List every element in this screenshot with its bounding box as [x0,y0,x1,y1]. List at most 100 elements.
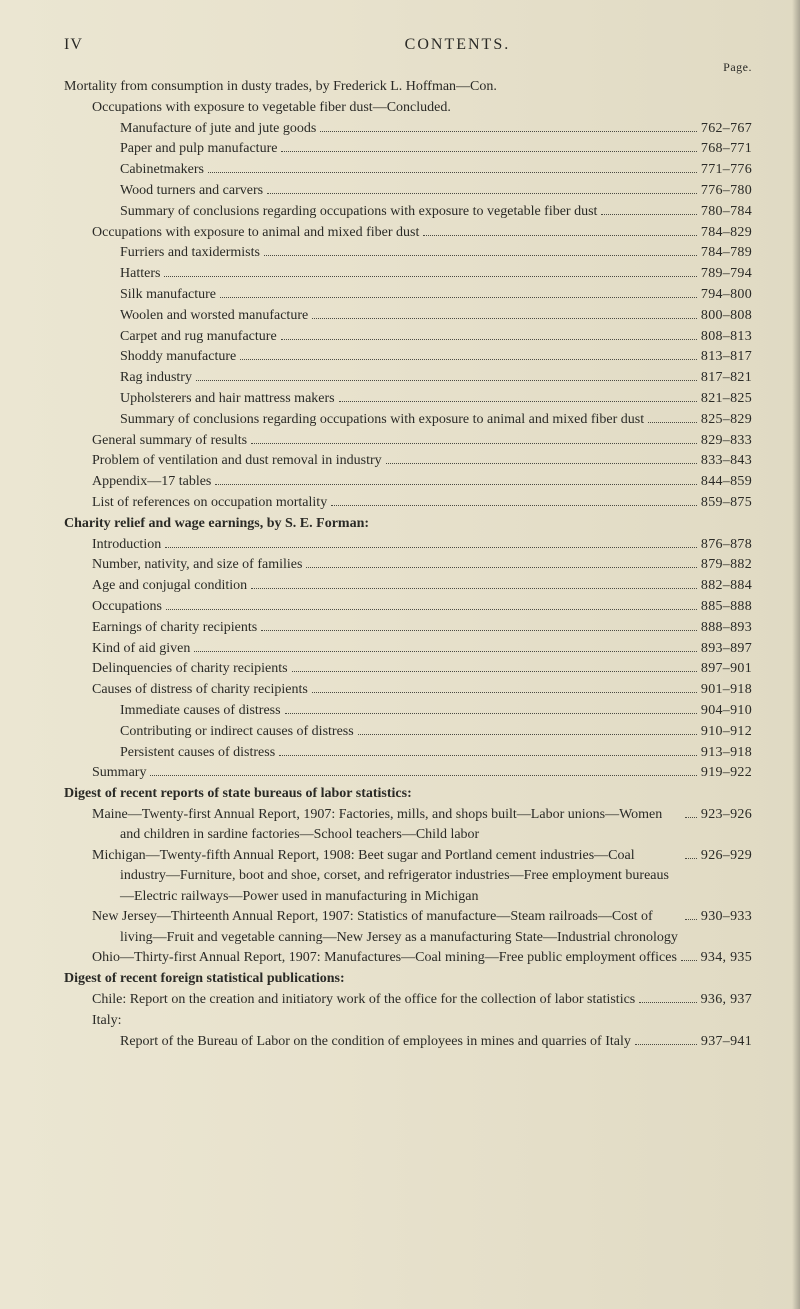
leader-dots [423,226,697,235]
toc-entry-label: Contributing or indirect causes of distr… [120,722,354,742]
toc-entry-label: Report of the Bureau of Labor on the con… [120,1032,631,1052]
toc-entry-pages: 893–897 [701,639,752,659]
toc-entry-pages: 930–933 [701,907,752,927]
toc-entry-label: Summary of conclusions regarding occupat… [120,410,644,430]
toc-entry: Earnings of charity recipients 888–893 [64,618,752,638]
toc-entry-label: Summary of conclusions regarding occupat… [120,202,597,222]
leader-dots [240,351,697,360]
toc-entry-label: Paper and pulp manufacture [120,139,277,159]
leader-dots [685,809,697,818]
toc-entry: Mortality from consumption in dusty trad… [64,77,752,97]
leader-dots [220,289,697,298]
toc-entry-label: Silk manufacture [120,285,216,305]
toc-entry-pages: 901–918 [701,680,752,700]
toc-entry-label: Mortality from consumption in dusty trad… [64,77,497,97]
toc-entry-pages: 771–776 [701,160,752,180]
leader-dots [331,497,697,506]
toc-entry-pages: 910–912 [701,722,752,742]
toc-entry: Furriers and taxidermists784–789 [64,243,752,263]
toc-entry: Occupations with exposure to animal and … [64,223,752,243]
leader-dots [215,476,697,485]
toc-entry: Causes of distress of charity recipients… [64,680,752,700]
toc-entry-label: Italy: [92,1011,122,1031]
toc-entry: Digest of recent reports of state bureau… [64,784,752,804]
toc-entry-pages: 885–888 [701,597,752,617]
leader-dots [261,621,697,630]
toc-entry: Number, nativity, and size of families87… [64,555,752,575]
leader-dots [386,455,697,464]
toc-entry-label: List of references on occupation mortali… [92,493,327,513]
toc-entry: Upholsterers and hair mattress makers821… [64,389,752,409]
toc-entry: Age and conjugal condition 882–884 [64,576,752,596]
toc-entry: Summary of conclusions regarding occupat… [64,202,752,222]
toc-entry-label: Kind of aid given [92,639,190,659]
toc-entry-pages: 784–829 [701,223,752,243]
toc-entry: Silk manufacture794–800 [64,285,752,305]
toc-entry-label: Appendix—17 tables [92,472,211,492]
toc-entry-pages: 784–789 [701,243,752,263]
leader-dots [264,247,697,256]
toc-entry-pages: 904–910 [701,701,752,721]
toc-entry: Immediate causes of distress904–910 [64,701,752,721]
leader-dots [166,601,697,610]
toc-entry-pages: 844–859 [701,472,752,492]
leader-dots [251,434,697,443]
toc-entry-pages: 879–882 [701,555,752,575]
toc-entry-pages: 800–808 [701,306,752,326]
toc-entry-label: Carpet and rug manufacture [120,327,277,347]
toc-entry-pages: 888–893 [701,618,752,638]
toc-entry: Contributing or indirect causes of distr… [64,722,752,742]
leader-dots [312,684,697,693]
toc-entry: Charity relief and wage earnings, by S. … [64,514,752,534]
toc-entry: Manufacture of jute and jute goods 762–76… [64,119,752,139]
toc-entry-label: Manufacture of jute and jute goods [120,119,316,139]
leader-dots [279,746,697,755]
toc-entry-label: Delinquencies of charity recipients [92,659,288,679]
toc-entry-label: Occupations [92,597,162,617]
toc-entry: Summary of conclusions regarding occupat… [64,410,752,430]
page-roman-numeral: IV [64,36,83,54]
leader-dots [281,330,697,339]
toc-entry: Wood turners and carvers776–780 [64,181,752,201]
toc-entry-pages: 913–918 [701,743,752,763]
leader-dots [251,580,697,589]
toc-entry-label: New Jersey—Thirteenth Annual Report, 190… [92,907,681,948]
toc-entry: Cabinetmakers771–776 [64,160,752,180]
leader-dots [320,122,697,131]
leader-dots [196,372,697,381]
toc-entry-label: General summary of results [92,431,247,451]
toc-entry-pages: 936, 937 [701,990,752,1010]
toc-entry-label: Age and conjugal condition [92,576,247,596]
toc-entry: Woolen and worsted manufacture 800–808 [64,306,752,326]
toc-entry-pages: 919–922 [701,763,752,783]
toc-entry: Appendix—17 tables 844–859 [64,472,752,492]
contents-heading: CONTENTS. [203,36,712,54]
toc-entry-label: Chile: Report on the creation and initia… [92,990,635,1010]
toc-entry: Delinquencies of charity recipients897–9… [64,659,752,679]
toc-entry: Maine—Twenty-first Annual Report, 1907: … [64,805,752,846]
leader-dots [685,850,697,859]
toc-entry: Shoddy manufacture813–817 [64,347,752,367]
toc-entry-label: Upholsterers and hair mattress makers [120,389,335,409]
toc-entry-pages: 776–780 [701,181,752,201]
toc-entry-label: Charity relief and wage earnings, by S. … [64,514,369,534]
toc-entry: Hatters789–794 [64,264,752,284]
leader-dots [639,994,696,1003]
toc-entry-label: Woolen and worsted manufacture [120,306,308,326]
toc-entry-pages: 762–767 [701,119,752,139]
toc-entry: Ohio—Thirty-first Annual Report, 1907: M… [64,948,752,968]
leader-dots [164,268,696,277]
toc-entry: Paper and pulp manufacture768–771 [64,139,752,159]
leader-dots [358,725,697,734]
toc-entry-pages: 882–884 [701,576,752,596]
toc-entry: Report of the Bureau of Labor on the con… [64,1032,752,1052]
page-column-label: Page. [723,60,752,75]
toc-entry-label: Shoddy manufacture [120,347,236,367]
toc-entry-label: Maine—Twenty-first Annual Report, 1907: … [92,805,681,846]
toc-entry-label: Earnings of charity recipients [92,618,257,638]
leader-dots [267,185,697,194]
toc-entry-pages: 937–941 [701,1032,752,1052]
toc-entry-label: Digest of recent reports of state bureau… [64,784,412,804]
toc-entry-pages: 789–794 [701,264,752,284]
toc-entry: Carpet and rug manufacture808–813 [64,327,752,347]
